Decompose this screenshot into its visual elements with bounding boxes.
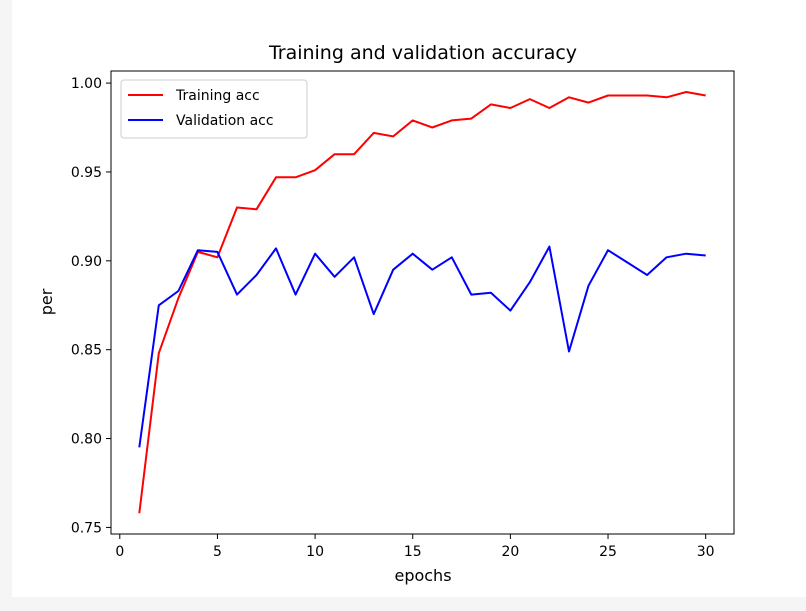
legend: Training acc Validation acc (120, 79, 308, 139)
x-axis: 0 5 10 15 20 25 30 (115, 534, 715, 560)
x-tick-label: 30 (697, 544, 715, 560)
x-tick-label: 25 (599, 544, 617, 560)
y-tick-label: 0.90 (71, 254, 102, 270)
legend-label: Training acc (175, 88, 260, 104)
legend-label: Validation acc (176, 113, 274, 129)
y-tick-label: 0.85 (71, 343, 102, 359)
x-tick-label: 10 (306, 544, 324, 560)
series-line-1 (138, 245, 706, 448)
x-tick-label: 20 (501, 544, 519, 560)
axes-frame (110, 70, 735, 535)
y-tick-label: 1.00 (71, 76, 102, 92)
chart-title: Training and validation accuracy (268, 42, 577, 64)
x-axis-label: epochs (394, 566, 451, 585)
y-axis: 0.75 0.80 0.85 0.90 0.95 1.00 (71, 76, 111, 536)
x-tick-label: 15 (404, 544, 422, 560)
x-tick-label: 0 (115, 544, 124, 560)
y-tick-label: 0.95 (71, 165, 102, 181)
y-tick-label: 0.80 (71, 432, 102, 448)
plot-area (138, 91, 706, 514)
y-axis-label: per (37, 288, 56, 315)
legend-box (120, 79, 308, 139)
y-tick-label: 0.75 (71, 520, 102, 536)
x-tick-label: 5 (213, 544, 222, 560)
series-line-0 (138, 91, 706, 514)
